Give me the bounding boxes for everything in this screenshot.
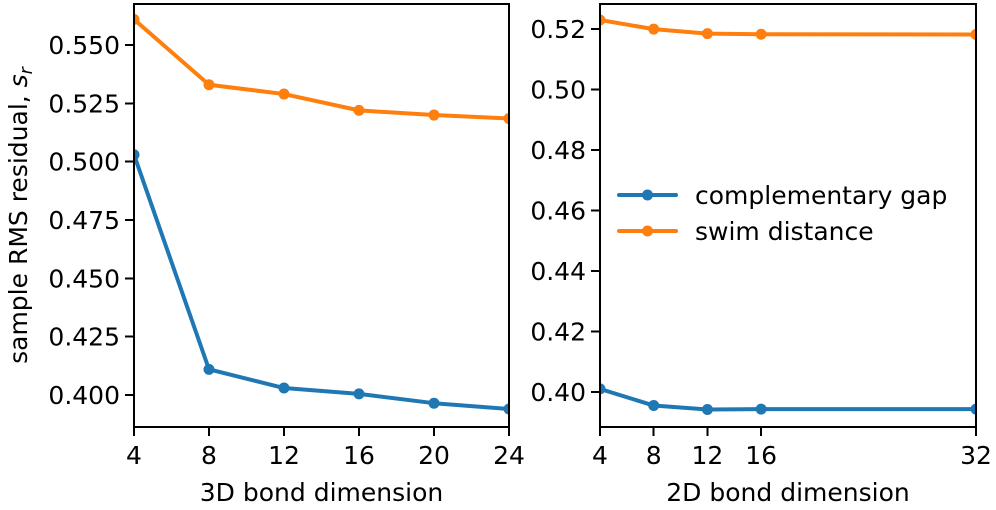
complementary-gap-marker	[970, 403, 976, 415]
swim-distance-marker	[755, 28, 767, 40]
y-tick-label: 0.40	[530, 378, 586, 407]
x-tick-label: 20	[418, 441, 450, 470]
x-axis-label: 2D bond dimension	[666, 478, 909, 507]
x-tick-label: 32	[960, 441, 992, 470]
legend-marker	[642, 189, 653, 201]
complementary-gap-marker	[755, 403, 767, 415]
series-group	[134, 13, 509, 415]
panel-3d-bond-dimension: 4 8 12 16 20 24 0.400 0.425 0.450 0.475 0.500 0.525…	[4, 3, 525, 507]
y-tick-label: 0.48	[530, 136, 586, 165]
y-tick-label: 0.425	[48, 323, 120, 352]
swim-distance-marker	[503, 113, 509, 125]
swim-distance-marker	[353, 104, 365, 116]
complementary-gap-marker	[648, 400, 660, 412]
x-tick-label: 12	[692, 441, 724, 470]
legend-item-swim-distance: swim distance	[617, 217, 874, 246]
x-tick-label: 24	[493, 441, 525, 470]
y-tick-label: 0.42	[530, 317, 586, 346]
y-axis-label: sample RMS residual, sr	[4, 65, 37, 364]
complementary-gap-marker	[600, 383, 606, 395]
swim-distance-marker	[701, 28, 713, 40]
y-tick-label: 0.400	[48, 381, 120, 410]
y-tick-label: 0.525	[48, 89, 120, 118]
panel-2d-bond-dimension: 4 8 12 16 32 0.40 0.42 0.44 0.46 0.48 0.50 0.52 2D b…	[530, 3, 992, 507]
complementary-gap-marker	[503, 403, 509, 415]
complementary-gap-line	[134, 152, 509, 412]
y-tick-label: 0.52	[530, 15, 586, 44]
legend-label: complementary gap	[695, 181, 947, 210]
series-group	[600, 14, 976, 415]
complementary-gap-marker	[701, 403, 713, 415]
complementary-gap-marker	[428, 397, 440, 409]
y-tick-label: 0.450	[48, 264, 120, 293]
swim-distance-marker	[970, 29, 976, 41]
x-tick-label: 4	[126, 441, 142, 470]
swim-distance-marker	[134, 13, 140, 25]
swim-distance-marker	[428, 109, 440, 121]
axes-frame	[599, 3, 977, 428]
y-tick-label: 0.475	[48, 206, 120, 235]
legend-marker	[642, 225, 653, 237]
y-tick-label: 0.500	[48, 148, 120, 177]
legend-label: swim distance	[695, 217, 874, 246]
legend: complementary gap swim distance	[617, 181, 947, 246]
y-tick-label: 0.44	[530, 257, 586, 286]
swim-distance-marker	[600, 14, 606, 26]
x-axis-label: 3D bond dimension	[200, 478, 443, 507]
complementary-gap-marker	[134, 149, 140, 161]
complementary-gap-marker	[203, 363, 215, 375]
y-tick-label: 0.50	[530, 76, 586, 105]
complementary-gap-marker	[278, 382, 290, 394]
x-tick-label: 4	[592, 441, 608, 470]
x-tick-label: 8	[201, 441, 217, 470]
complementary-gap-marker	[353, 388, 365, 400]
swim-distance-marker	[278, 88, 290, 100]
swim-distance-marker	[648, 23, 660, 35]
x-tick-label: 12	[268, 441, 300, 470]
axes-frame	[133, 3, 510, 428]
swim-distance-line	[134, 17, 509, 121]
legend-item-complementary-gap: complementary gap	[617, 181, 947, 210]
x-tick-label: 16	[745, 441, 777, 470]
y-tick-label: 0.550	[48, 31, 120, 60]
x-tick-label: 16	[343, 441, 375, 470]
x-tick-label: 8	[646, 441, 662, 470]
y-tick-label: 0.46	[530, 197, 586, 226]
swim-distance-marker	[203, 79, 215, 91]
